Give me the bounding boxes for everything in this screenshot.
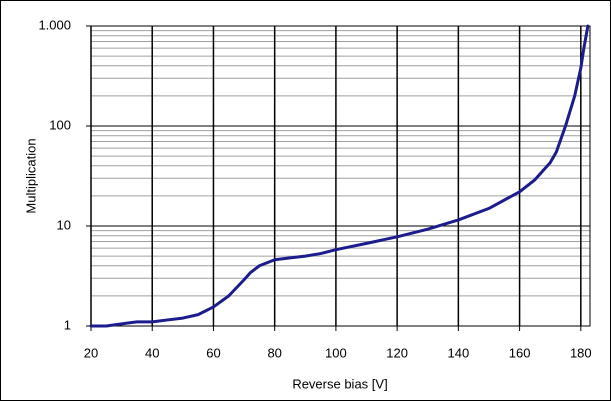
x-tick-label: 20 <box>84 345 98 360</box>
plot-frame <box>90 25 591 327</box>
x-tick-label: 40 <box>145 345 159 360</box>
x-tick-label: 80 <box>267 345 281 360</box>
x-tick-label: 140 <box>448 345 470 360</box>
x-tick-label: 120 <box>386 345 408 360</box>
y-tick-label: 1.000 <box>38 17 71 32</box>
y-axis-label: Multiplication <box>23 138 38 213</box>
data-line <box>89 24 590 328</box>
x-axis-label: Reverse bias [V] <box>292 376 387 391</box>
x-tick-label: 160 <box>509 345 531 360</box>
x-tick-label: 100 <box>325 345 347 360</box>
y-tick-label: 1 <box>64 317 71 332</box>
y-tick-label: 100 <box>49 117 71 132</box>
y-tick-label: 10 <box>57 217 71 232</box>
x-tick-label: 180 <box>570 345 592 360</box>
grid <box>90 25 590 327</box>
x-tick-label: 60 <box>206 345 220 360</box>
